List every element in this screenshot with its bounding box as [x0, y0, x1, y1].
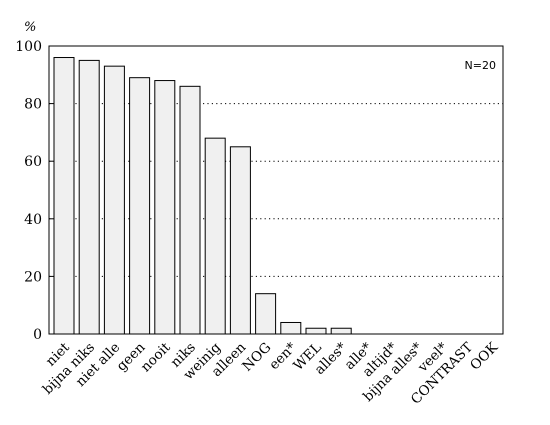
- x-tick-label: OOK: [467, 339, 502, 374]
- y-tick-label: 60: [24, 154, 42, 170]
- bar-0: [53, 57, 75, 335]
- bar-8: [255, 293, 277, 335]
- y-tick-label: 80: [24, 97, 42, 113]
- bar-1: [78, 59, 100, 335]
- x-tick-label: NOG: [239, 340, 274, 375]
- bar-4: [154, 80, 176, 335]
- y-axis-unit-label: %: [24, 20, 36, 35]
- bar-10: [305, 327, 327, 335]
- y-tick-label: 40: [24, 212, 42, 228]
- bar-7: [229, 146, 251, 335]
- bar-5: [179, 85, 201, 335]
- bar-6: [204, 137, 226, 335]
- bar-11: [330, 327, 352, 335]
- bar-3: [129, 77, 151, 335]
- bar-9: [280, 321, 302, 335]
- plot-frame: [48, 45, 504, 335]
- sample-size-annotation: N=20: [465, 59, 496, 72]
- bar-2: [103, 65, 125, 335]
- y-tick-label: 20: [24, 269, 42, 285]
- y-tick-label: 100: [15, 39, 42, 55]
- y-axis: 0 20 40 60 80 100: [15, 39, 54, 343]
- bars: [53, 57, 352, 335]
- y-tick-label: 0: [33, 327, 42, 343]
